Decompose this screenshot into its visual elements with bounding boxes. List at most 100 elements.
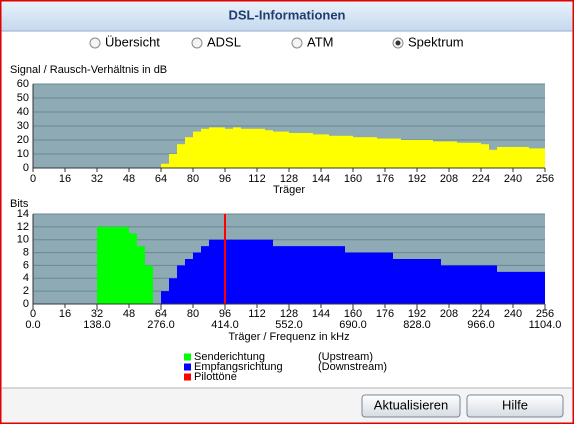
bar xyxy=(329,246,337,304)
x-tick-label: 112 xyxy=(248,308,266,320)
bar xyxy=(529,271,537,304)
button-face xyxy=(466,394,564,418)
x-tick-label: 192 xyxy=(408,173,426,185)
button[interactable]: Aktualisieren xyxy=(361,394,461,418)
bar xyxy=(249,239,257,304)
x-tick-label: 160 xyxy=(344,173,362,185)
bar xyxy=(305,246,313,304)
x-axis-label: Träger xyxy=(273,184,305,196)
bar xyxy=(321,246,329,304)
bar xyxy=(161,163,169,168)
x2-tick-label: 276.0 xyxy=(147,319,175,331)
bar xyxy=(369,252,377,304)
y-tick-label: 10 xyxy=(17,234,29,246)
bar xyxy=(161,291,169,304)
y-tick-label: 20 xyxy=(17,134,29,146)
bar xyxy=(265,239,273,304)
bar xyxy=(457,265,465,304)
radio-option[interactable]: Spektrum xyxy=(392,34,464,49)
legend-detail: (Downstream) xyxy=(318,361,387,373)
bar xyxy=(289,246,297,304)
radio-label: Übersicht xyxy=(105,34,160,49)
bar xyxy=(441,141,449,168)
button[interactable]: Hilfe xyxy=(466,394,564,418)
bar xyxy=(249,128,257,168)
x-tick-label: 160 xyxy=(344,308,362,320)
radio-option[interactable]: ADSL xyxy=(191,34,241,49)
bar xyxy=(401,259,409,304)
bar xyxy=(497,147,505,168)
bar xyxy=(257,128,265,168)
bar xyxy=(353,137,361,168)
bar xyxy=(209,127,217,168)
chart-title: Signal / Rausch-Verhältnis in dB xyxy=(10,64,167,76)
radio-circle xyxy=(291,37,303,49)
radio-label: ATM xyxy=(307,34,333,49)
y-tick-label: 12 xyxy=(17,221,29,233)
x-tick-label: 144 xyxy=(312,308,330,320)
legend-swatch xyxy=(184,373,191,381)
bar xyxy=(121,226,129,304)
x2-tick-label: 138.0 xyxy=(83,319,111,331)
bar xyxy=(465,265,473,304)
x-tick-label: 192 xyxy=(408,308,426,320)
bar xyxy=(505,147,513,168)
bar xyxy=(273,131,281,168)
bar xyxy=(489,149,497,168)
bar xyxy=(521,271,529,304)
bar xyxy=(241,239,249,304)
x-tick-label: 240 xyxy=(504,308,522,320)
chart-title: Bits xyxy=(10,198,29,210)
bar xyxy=(97,226,105,304)
bar xyxy=(441,265,449,304)
bar xyxy=(193,252,201,304)
bar xyxy=(129,233,137,304)
bar xyxy=(201,128,209,168)
legend-label: Senderichtung xyxy=(194,351,265,363)
bar xyxy=(361,252,369,304)
x-tick-label: 240 xyxy=(504,173,522,185)
radio-option[interactable]: Übersicht xyxy=(89,34,160,49)
bar xyxy=(273,246,281,304)
bar xyxy=(489,265,497,304)
bar xyxy=(233,127,241,168)
x-tick-label: 208 xyxy=(440,308,458,320)
bar xyxy=(201,246,209,304)
bar xyxy=(377,252,385,304)
x-tick-label: 48 xyxy=(123,173,135,185)
bar xyxy=(313,134,321,168)
bar xyxy=(529,148,537,168)
radio-option[interactable]: ATM xyxy=(291,34,333,49)
y-tick-label: 0 xyxy=(23,298,29,310)
bar xyxy=(537,148,545,168)
x-tick-label: 176 xyxy=(376,173,394,185)
bar xyxy=(217,127,225,168)
x-tick-label: 80 xyxy=(187,308,199,320)
bar xyxy=(457,142,465,168)
button-face xyxy=(361,394,461,418)
bar xyxy=(169,154,177,168)
bar xyxy=(193,131,201,168)
y-tick-label: 40 xyxy=(17,106,29,118)
x-tick-label: 32 xyxy=(91,308,103,320)
bar xyxy=(297,133,305,168)
radio-circle xyxy=(191,37,203,49)
y-tick-label: 8 xyxy=(23,246,29,258)
bar xyxy=(217,239,225,304)
bar xyxy=(537,271,545,304)
bar xyxy=(137,246,145,304)
bar xyxy=(105,226,113,304)
bar xyxy=(345,135,353,168)
x-tick-label: 224 xyxy=(472,173,490,185)
legend-swatch xyxy=(184,363,191,371)
bar xyxy=(409,259,417,304)
bar xyxy=(305,133,313,168)
bar xyxy=(417,140,425,168)
bar xyxy=(417,259,425,304)
x-tick-label: 144 xyxy=(312,173,330,185)
bar xyxy=(265,130,273,168)
bar xyxy=(329,135,337,168)
bar xyxy=(393,138,401,168)
y-tick-label: 14 xyxy=(17,208,29,220)
